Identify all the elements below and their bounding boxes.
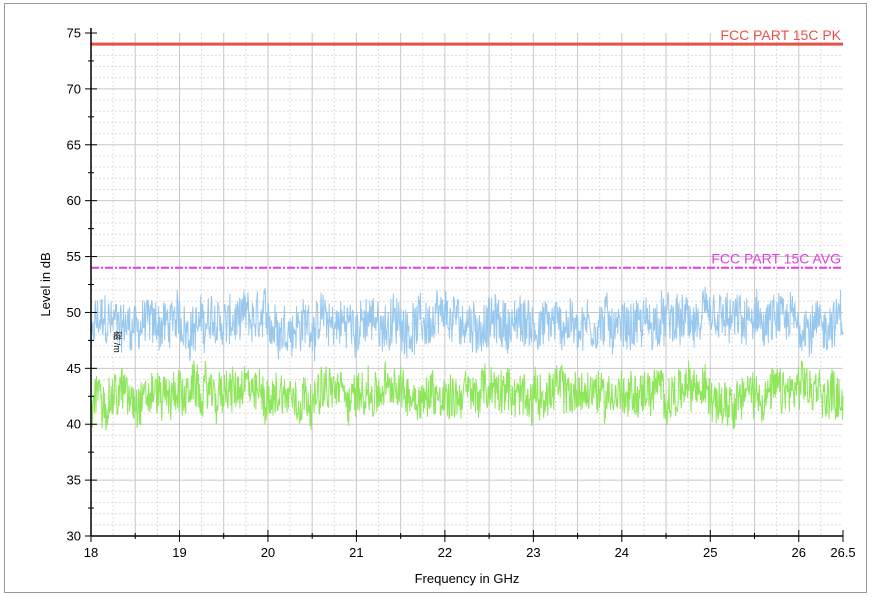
- x-tick-label: 18: [84, 545, 98, 560]
- x-tick-label: 21: [349, 545, 363, 560]
- y-tick-label: 60: [67, 193, 81, 208]
- y-tick-label: 35: [67, 473, 81, 488]
- grid-lines: [91, 33, 843, 536]
- x-tick-label: 20: [261, 545, 275, 560]
- plot-area: [91, 33, 843, 536]
- x-axis-label: Frequency in GHz: [415, 571, 520, 586]
- y-tick-label: 55: [67, 249, 81, 264]
- axis-labels: 30 35 40 45 50 55 60 65 70 75 18 19 20 21 22 23 24 25 26 26…: [38, 26, 856, 587]
- y-tick-label: 65: [67, 137, 81, 152]
- x-tick-label: 26: [792, 545, 806, 560]
- x-tick-label: 19: [172, 545, 186, 560]
- limit-label-pk: FCC PART 15C PK: [720, 27, 841, 43]
- annotation-text: 磁 /m: [112, 331, 123, 353]
- y-tick-label: 70: [67, 81, 81, 96]
- series-line-1: [90, 286, 844, 363]
- x-tick-label: 23: [526, 545, 540, 560]
- x-tick-label: 22: [438, 545, 452, 560]
- y-tick-label: 50: [67, 305, 81, 320]
- limit-label-avg: FCC PART 15C AVG: [711, 251, 841, 267]
- axes: [85, 28, 844, 542]
- x-tick-label: 24: [615, 545, 629, 560]
- y-tick-label: 30: [67, 529, 81, 544]
- y-axis-label: Level in dB: [38, 252, 53, 316]
- x-tick-label: 25: [703, 545, 717, 560]
- limit-lines: FCC PART 15C PK FCC PART 15C AVG: [91, 27, 843, 269]
- y-tick-label: 40: [67, 417, 81, 432]
- y-tick-label: 75: [67, 26, 81, 41]
- series-line-2: [90, 360, 844, 431]
- y-tick-label: 45: [67, 361, 81, 376]
- x-tick-label: 26.5: [830, 545, 855, 560]
- data-series: [90, 286, 844, 431]
